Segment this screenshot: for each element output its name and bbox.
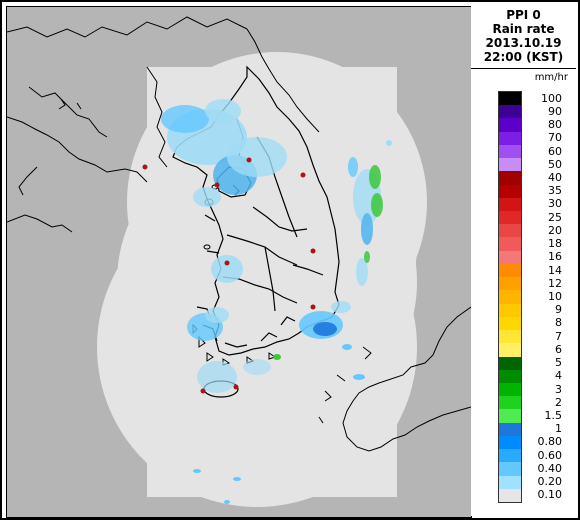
scale-label: 14 <box>548 263 562 277</box>
radar-site-marker <box>200 388 206 394</box>
scale-swatch <box>499 330 521 344</box>
scale-swatch <box>499 171 521 186</box>
scale-swatch <box>499 316 521 331</box>
radar-site-marker <box>224 260 230 266</box>
scale-swatch <box>499 462 521 477</box>
scale-label: 20 <box>548 223 562 237</box>
scale-label: 0.40 <box>537 461 563 475</box>
scale-swatch <box>499 211 521 225</box>
scale-label: 60 <box>548 144 562 158</box>
scale-swatch <box>499 277 521 291</box>
radar-coverage-area <box>97 52 427 507</box>
radar-site-marker <box>300 172 306 178</box>
scale-label: 40 <box>548 170 562 184</box>
scale-label: 80 <box>548 118 562 132</box>
radar-site-marker <box>310 304 316 310</box>
rain-echoes <box>161 99 392 504</box>
radar-map <box>6 6 472 518</box>
scale-label: 0.20 <box>537 475 563 489</box>
observation-date: 2013.10.19 <box>485 36 562 50</box>
scale-label: 8 <box>555 316 562 330</box>
scale-label: 50 <box>548 157 562 171</box>
scale-label: 100 <box>541 91 562 105</box>
scale-label: 16 <box>548 250 562 264</box>
product-variable: Rain rate <box>492 22 555 36</box>
scale-swatch <box>499 303 521 318</box>
scale-swatch <box>499 224 521 238</box>
scale-swatch <box>499 263 521 278</box>
scale-swatch <box>499 237 521 252</box>
scale-swatch <box>499 250 521 265</box>
scale-swatch <box>499 118 521 133</box>
scale-label: 25 <box>548 210 562 224</box>
header-divider <box>471 68 576 69</box>
scale-swatch <box>499 488 521 503</box>
scale-swatch <box>499 158 521 172</box>
scale-label: 9 <box>555 303 562 317</box>
scale-label: 90 <box>548 104 562 118</box>
legend-unit: mm/hr <box>534 72 568 83</box>
scale-label: 30 <box>548 197 562 211</box>
scale-label: 0.80 <box>537 435 563 449</box>
observation-time: 22:00 (KST) <box>483 50 564 64</box>
radar-site-marker <box>246 157 252 163</box>
scale-swatch <box>499 475 521 490</box>
coastline-japan <box>318 306 471 452</box>
legend-panel: PPI 0 Rain rate 2013.10.19 22:00 (KST) m… <box>471 6 576 516</box>
scale-label: 18 <box>548 237 562 251</box>
scale-swatch <box>499 197 521 212</box>
scale-swatch <box>499 449 521 463</box>
scale-swatch <box>499 131 521 146</box>
radar-site-markers <box>142 157 316 394</box>
scale-label: 5 <box>555 356 562 370</box>
scale-label: 10 <box>548 290 562 303</box>
coastline-mainland <box>7 16 320 233</box>
radar-map-svg <box>7 16 471 507</box>
scale-label: 1.5 <box>544 409 563 423</box>
scale-label: 6 <box>555 342 562 356</box>
radar-site-marker <box>214 182 220 188</box>
product-title: PPI 0 <box>506 8 541 22</box>
scale-swatch <box>499 144 521 159</box>
scale-swatch <box>499 369 521 384</box>
scale-label: 7 <box>555 329 562 343</box>
scale-swatch <box>499 396 521 410</box>
scale-label: 1 <box>555 422 562 436</box>
radar-site-marker <box>233 384 239 390</box>
scale-label: 4 <box>555 369 562 383</box>
scale-label: 2 <box>555 395 562 409</box>
color-scale-bar <box>498 91 522 503</box>
scale-swatch <box>499 382 521 397</box>
scale-swatch <box>499 343 521 357</box>
scale-label: 12 <box>548 276 562 290</box>
scale-swatch <box>499 184 521 199</box>
radar-site-marker <box>142 164 148 170</box>
scale-swatch <box>499 435 521 450</box>
scale-swatch <box>499 290 521 305</box>
scale-label: 0.10 <box>537 488 563 502</box>
scale-swatch <box>499 422 521 437</box>
scale-swatch <box>499 356 521 371</box>
scale-swatch <box>499 409 521 424</box>
scale-swatch <box>499 105 521 119</box>
scale-label: 3 <box>555 382 562 396</box>
scale-label: 0.60 <box>537 448 563 462</box>
scale-label: 70 <box>548 131 562 145</box>
scale-label: 35 <box>548 184 562 198</box>
radar-site-marker <box>310 248 316 254</box>
scale-swatch <box>499 92 521 106</box>
